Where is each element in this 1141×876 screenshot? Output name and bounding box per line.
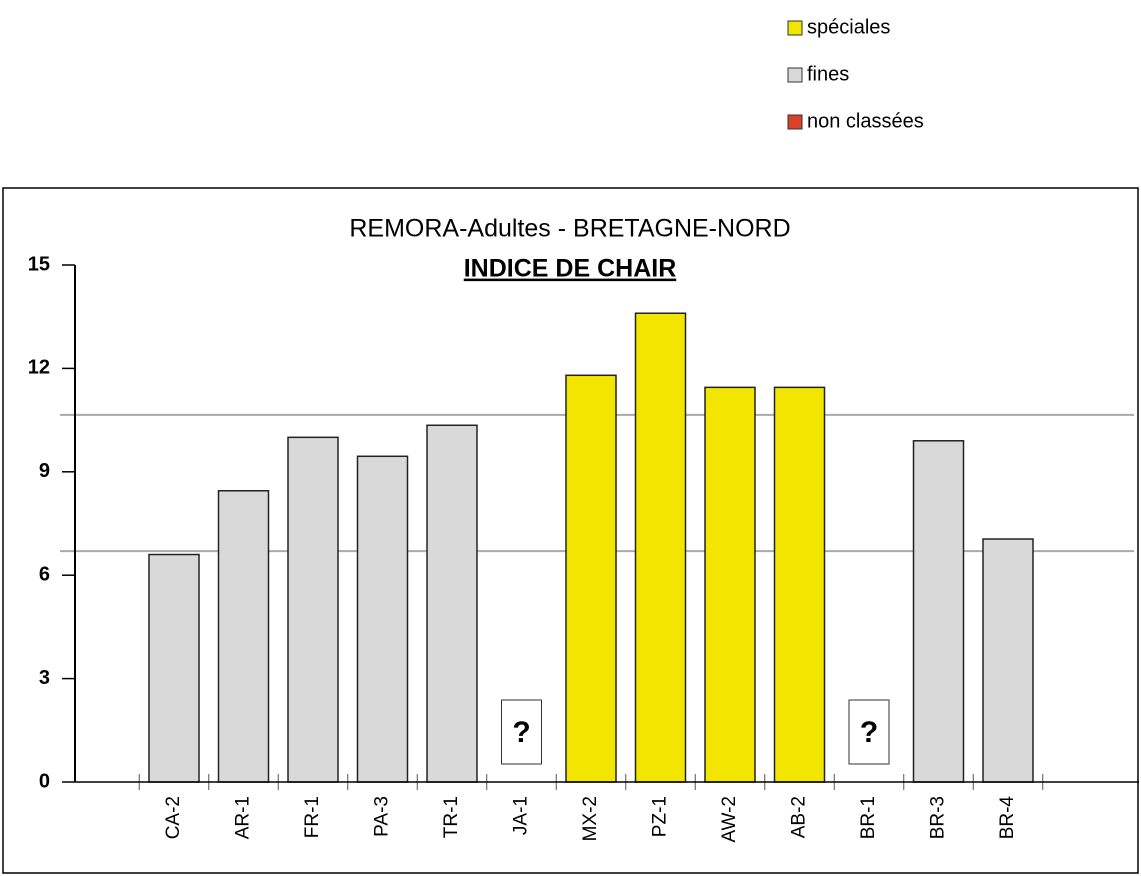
y-tick-label: 6	[39, 563, 50, 585]
chart-title: REMORA-Adultes - BRETAGNE-NORD	[349, 215, 790, 243]
chart-subtitle: INDICE DE CHAIR	[464, 255, 677, 283]
x-tick-label: PA-3	[372, 796, 393, 837]
bar	[773, 386, 826, 783]
x-tick-label: AW-2	[719, 796, 740, 842]
legend-label: non classées	[807, 110, 924, 132]
y-tick-label: 3	[39, 667, 50, 689]
annotation-box	[501, 699, 542, 765]
bar	[704, 386, 756, 783]
bar	[912, 440, 965, 783]
y-tick-label: 15	[28, 253, 50, 275]
y-tick-label: 9	[39, 460, 50, 482]
legend-swatch	[787, 20, 803, 36]
legend-label: spéciales	[807, 16, 890, 38]
bar	[217, 490, 270, 783]
bar	[148, 553, 200, 783]
x-tick-label: TR-1	[441, 796, 462, 838]
x-tick-label: PZ-1	[650, 796, 671, 837]
x-tick-label: AR-1	[233, 796, 254, 839]
bar	[982, 538, 1034, 783]
y-tick-label: 0	[39, 770, 50, 792]
bar	[565, 374, 617, 783]
x-tick-label: BR-1	[858, 796, 879, 839]
bar	[426, 424, 478, 783]
annotation-box	[848, 699, 890, 765]
bar	[287, 436, 339, 783]
x-tick-label: FR-1	[302, 796, 323, 838]
x-tick-label: MX-2	[580, 796, 601, 841]
annotation: ?	[512, 716, 530, 749]
y-tick-label: 12	[28, 357, 50, 379]
x-tick-label: BR-3	[928, 796, 949, 839]
legend-swatch	[787, 114, 803, 130]
bar	[356, 455, 409, 783]
legend-swatch	[787, 67, 803, 83]
x-tick-label: BR-4	[997, 796, 1018, 840]
x-tick-label: CA-2	[163, 796, 184, 839]
x-tick-label: JA-1	[511, 796, 532, 835]
bar	[634, 312, 687, 783]
legend-label: fines	[807, 63, 849, 85]
annotation: ?	[860, 716, 878, 749]
x-tick-label: AB-2	[789, 796, 810, 838]
